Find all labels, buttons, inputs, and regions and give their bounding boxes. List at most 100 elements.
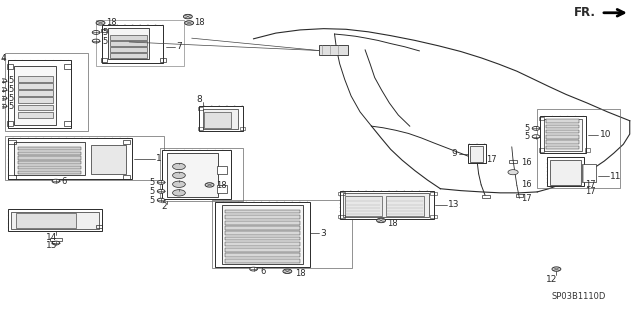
Circle shape: [532, 135, 540, 138]
Bar: [468, 144, 486, 163]
Bar: [545, 130, 579, 133]
Circle shape: [157, 198, 165, 202]
Bar: [204, 113, 231, 128]
Text: 18: 18: [216, 181, 227, 190]
Bar: [225, 231, 300, 235]
Text: 7: 7: [177, 42, 182, 51]
Bar: [18, 83, 52, 89]
Bar: [5, 53, 88, 131]
Bar: [545, 119, 579, 123]
Text: 17: 17: [522, 194, 532, 203]
Text: 15: 15: [45, 241, 57, 250]
Bar: [96, 225, 102, 228]
Bar: [225, 242, 300, 246]
Bar: [540, 116, 586, 152]
Bar: [8, 175, 16, 179]
Text: 2: 2: [161, 202, 167, 211]
Bar: [538, 109, 620, 188]
Text: 13: 13: [448, 200, 460, 209]
Bar: [12, 211, 99, 229]
Bar: [123, 175, 131, 179]
Bar: [212, 200, 353, 268]
Bar: [110, 47, 147, 52]
Bar: [539, 117, 543, 120]
Bar: [102, 25, 163, 63]
Circle shape: [205, 183, 214, 187]
Bar: [160, 58, 166, 62]
Text: 14: 14: [45, 233, 57, 242]
Circle shape: [508, 170, 518, 175]
Bar: [470, 146, 483, 162]
Text: 5: 5: [524, 124, 530, 133]
Bar: [18, 171, 81, 174]
Bar: [221, 204, 303, 264]
Bar: [18, 97, 52, 103]
Bar: [547, 157, 584, 187]
Circle shape: [0, 88, 7, 92]
Bar: [483, 195, 490, 198]
Bar: [545, 145, 579, 149]
Bar: [217, 185, 227, 193]
Circle shape: [92, 39, 100, 43]
Bar: [49, 238, 62, 241]
Bar: [225, 221, 300, 225]
Text: 5: 5: [8, 94, 13, 103]
Circle shape: [250, 267, 257, 271]
Bar: [509, 160, 517, 163]
Bar: [18, 76, 52, 82]
Bar: [199, 106, 243, 131]
Circle shape: [52, 179, 60, 183]
Bar: [96, 20, 184, 66]
Text: 5: 5: [102, 37, 108, 46]
Bar: [225, 248, 300, 252]
Bar: [160, 148, 243, 201]
Text: FR.: FR.: [574, 6, 596, 19]
Bar: [585, 148, 590, 152]
Bar: [64, 64, 70, 69]
Bar: [225, 253, 300, 257]
Bar: [215, 202, 310, 267]
Bar: [225, 215, 300, 219]
Bar: [7, 64, 13, 69]
Text: 16: 16: [522, 158, 532, 167]
Bar: [7, 122, 13, 126]
Text: 18: 18: [295, 269, 306, 278]
Bar: [385, 196, 424, 216]
Circle shape: [157, 189, 165, 193]
Text: 10: 10: [600, 130, 611, 139]
Bar: [8, 60, 70, 128]
Circle shape: [0, 79, 7, 83]
Text: 11: 11: [610, 172, 621, 181]
Circle shape: [0, 104, 7, 108]
Bar: [339, 192, 345, 195]
Circle shape: [184, 14, 193, 19]
Bar: [18, 152, 81, 155]
Bar: [100, 58, 107, 62]
Text: 6: 6: [260, 267, 266, 276]
Text: 17: 17: [486, 155, 497, 164]
Bar: [430, 215, 436, 218]
Text: 18: 18: [106, 19, 116, 27]
Bar: [8, 138, 132, 179]
Text: 5: 5: [102, 28, 108, 37]
Bar: [319, 45, 348, 55]
Circle shape: [532, 126, 540, 130]
Bar: [91, 145, 126, 174]
Bar: [16, 213, 76, 228]
Bar: [430, 192, 436, 195]
Bar: [163, 150, 231, 199]
Bar: [198, 127, 203, 130]
Text: 17: 17: [585, 181, 596, 189]
Bar: [8, 140, 16, 144]
Circle shape: [157, 181, 165, 184]
Bar: [225, 210, 300, 213]
Circle shape: [185, 21, 194, 25]
Bar: [539, 148, 543, 152]
Bar: [110, 53, 147, 58]
Bar: [198, 107, 203, 110]
Bar: [110, 35, 147, 41]
Bar: [550, 160, 580, 185]
Bar: [15, 66, 56, 124]
Bar: [64, 122, 70, 126]
Bar: [225, 259, 300, 263]
